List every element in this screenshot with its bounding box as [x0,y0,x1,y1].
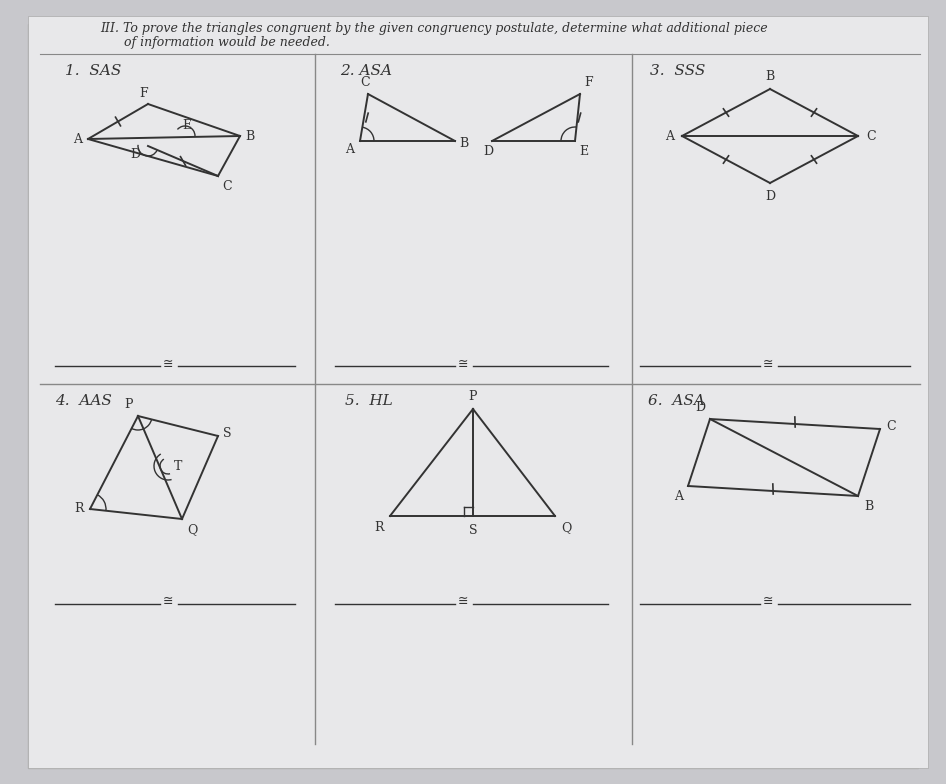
Text: ≅: ≅ [458,358,468,371]
Text: R: R [375,521,384,534]
Text: ≅: ≅ [763,596,774,608]
Text: B: B [245,129,254,143]
Text: S: S [469,524,477,537]
Text: D: D [695,401,705,414]
Text: B: B [864,500,873,513]
Text: T: T [174,459,183,473]
Text: P: P [469,390,477,403]
Text: D: D [483,145,493,158]
Text: Q: Q [187,523,198,536]
Text: E: E [579,145,588,158]
Text: A: A [345,143,354,156]
Text: C: C [360,76,370,89]
Text: III. To prove the triangles congruent by the given congruency postulate, determi: III. To prove the triangles congruent by… [100,22,767,35]
Text: 4.  AAS: 4. AAS [55,394,112,408]
Text: D: D [130,148,140,161]
Text: S: S [223,426,232,440]
Text: A: A [73,132,82,146]
Text: ≅: ≅ [163,358,173,371]
Text: 3.  SSS: 3. SSS [650,64,706,78]
Text: F: F [584,76,592,89]
Text: C: C [866,129,876,143]
Text: B: B [765,70,775,83]
Text: A: A [665,129,674,143]
Text: C: C [222,180,232,193]
Text: 5.  HL: 5. HL [345,394,393,408]
Text: ≅: ≅ [458,596,468,608]
Text: P: P [125,398,133,411]
Text: ≅: ≅ [763,358,774,371]
Text: B: B [459,136,468,150]
Text: of information would be needed.: of information would be needed. [100,36,330,49]
FancyBboxPatch shape [28,24,918,768]
Text: F: F [140,87,149,100]
Text: 1.  SAS: 1. SAS [65,64,121,78]
Text: ≅: ≅ [163,596,173,608]
Text: E: E [183,119,191,132]
Text: 6.  ASA: 6. ASA [648,394,705,408]
Text: A: A [674,490,683,503]
Text: 2. ASA: 2. ASA [340,64,392,78]
Text: D: D [765,190,775,203]
Text: C: C [886,419,896,433]
Text: Q: Q [561,521,571,534]
Text: R: R [75,503,84,516]
